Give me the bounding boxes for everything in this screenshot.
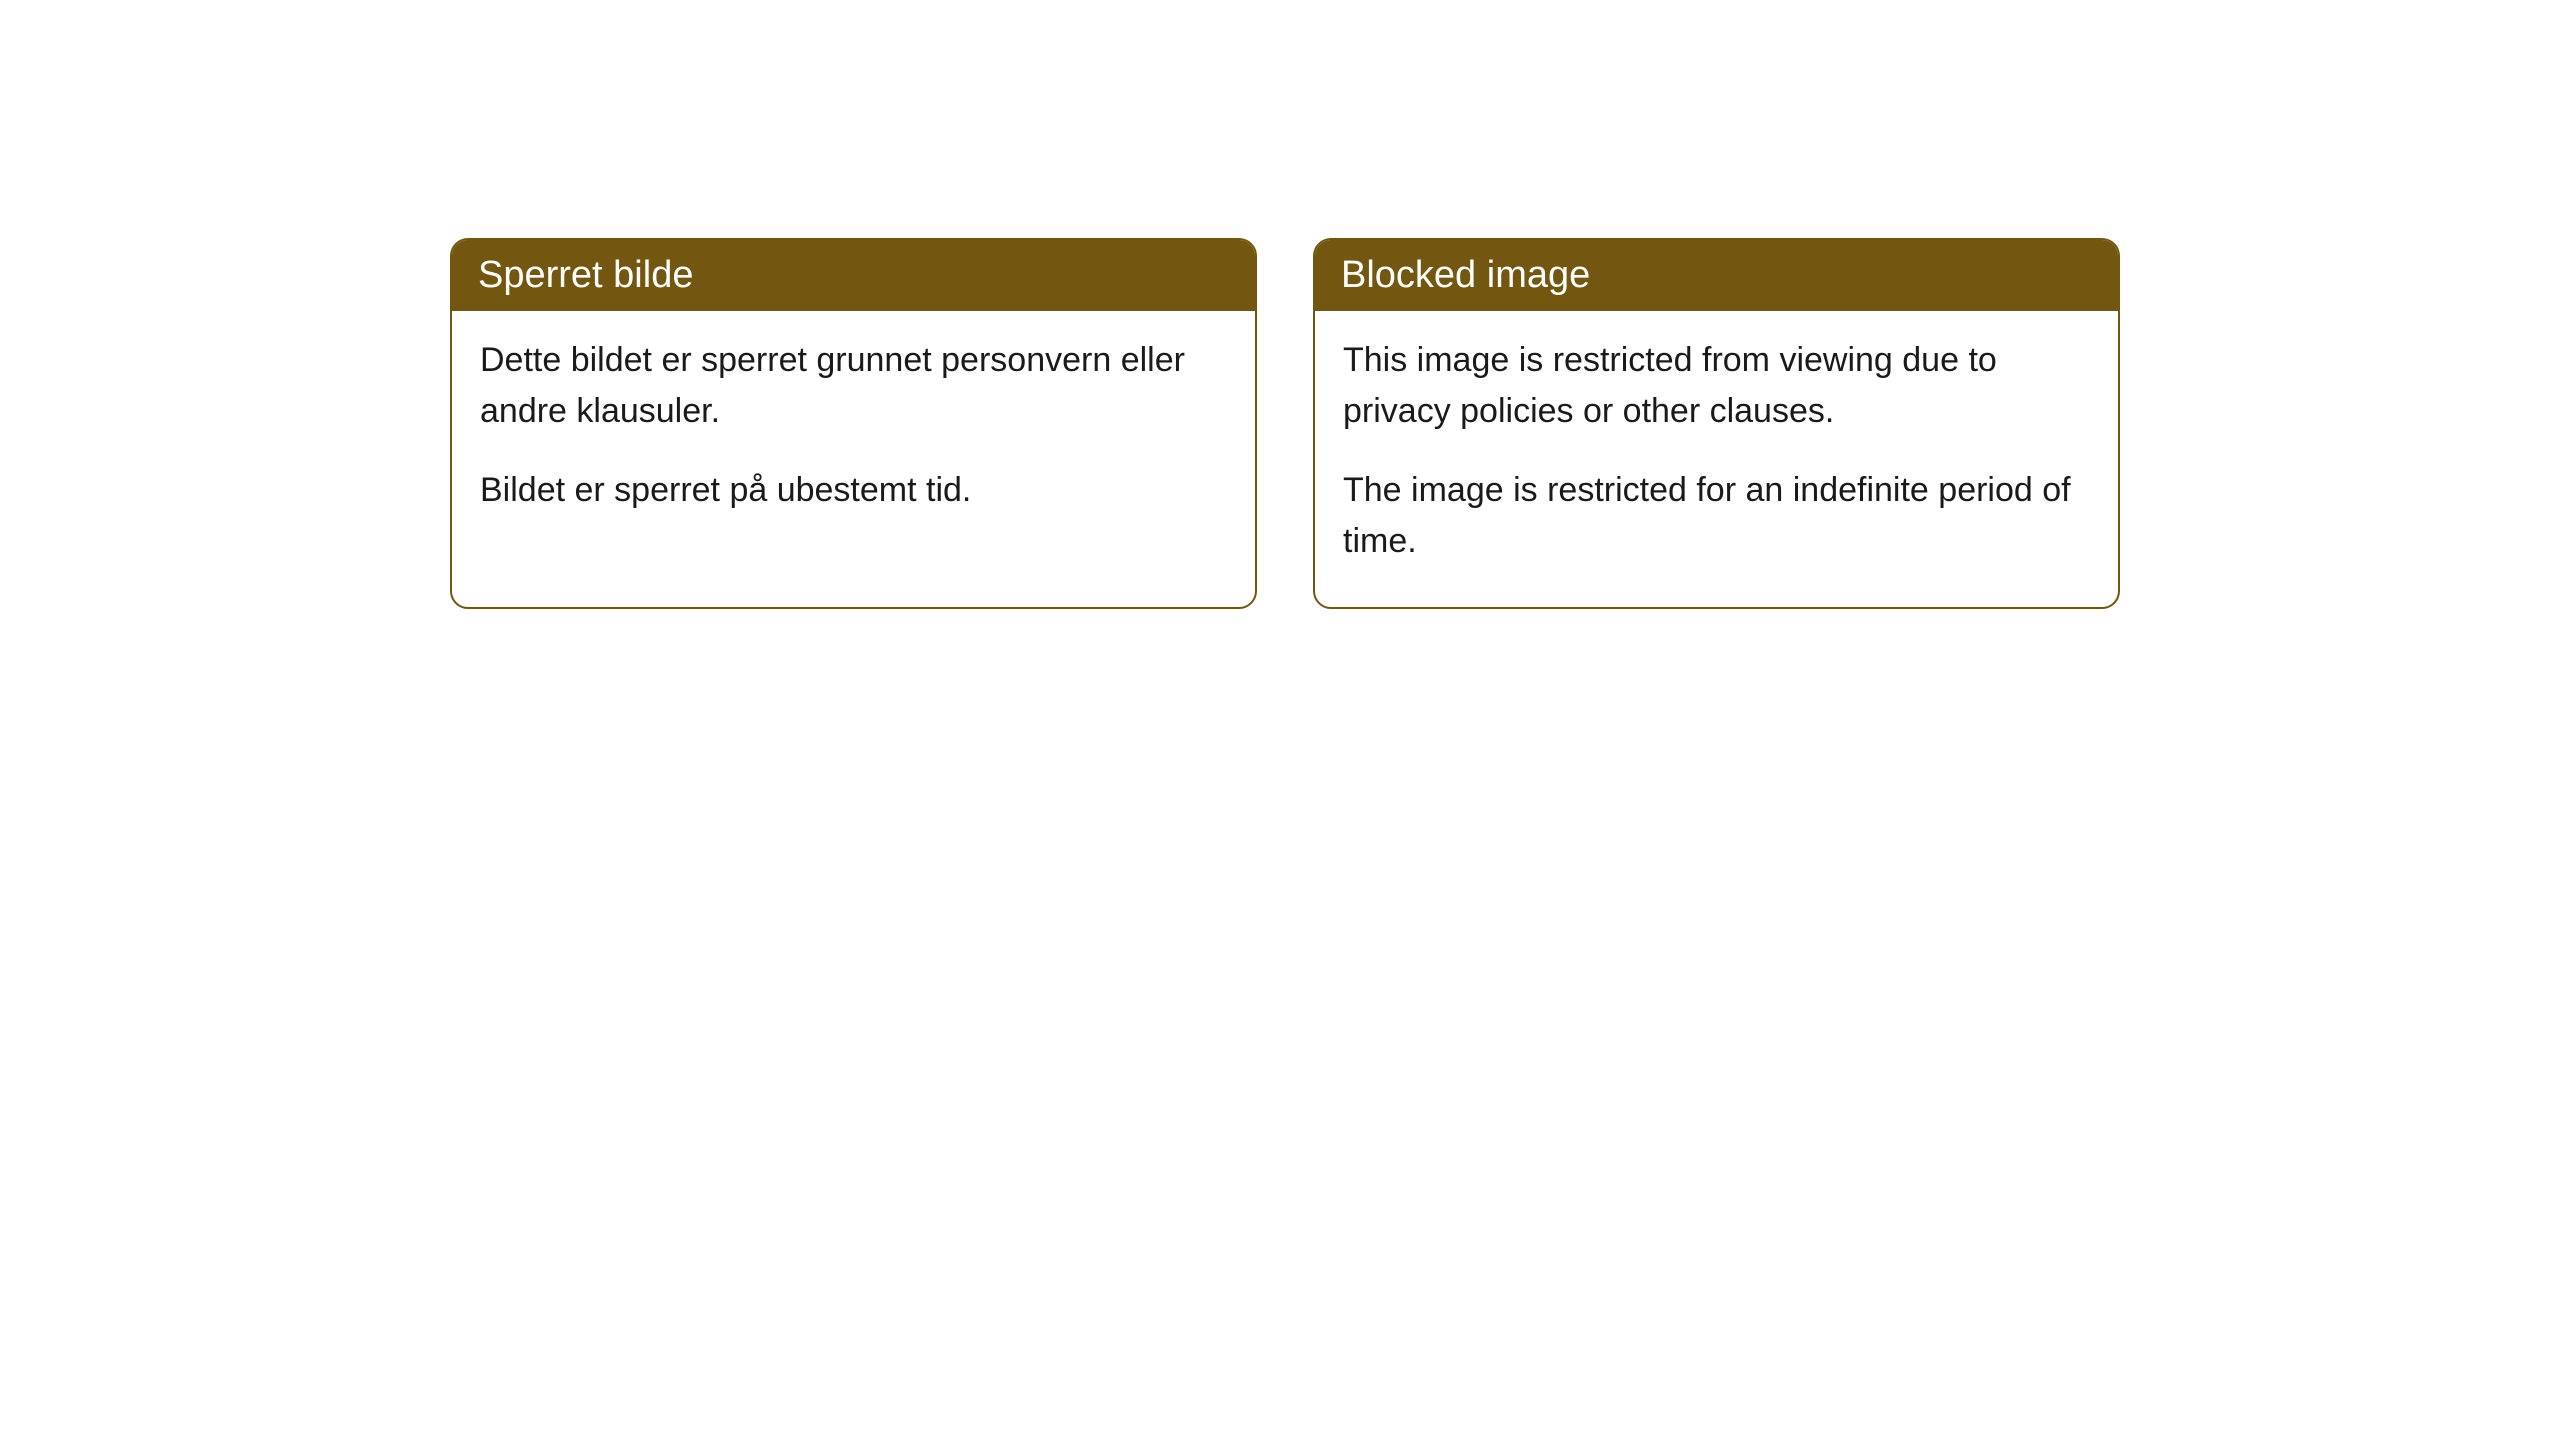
- cards-container: Sperret bilde Dette bildet er sperret gr…: [450, 238, 2120, 609]
- card-header-english: Blocked image: [1315, 240, 2118, 311]
- card-text-english-2: The image is restricted for an indefinit…: [1343, 465, 2090, 567]
- card-body-english: This image is restricted from viewing du…: [1315, 311, 2118, 607]
- card-text-norwegian-2: Bildet er sperret på ubestemt tid.: [480, 465, 1227, 516]
- card-norwegian: Sperret bilde Dette bildet er sperret gr…: [450, 238, 1257, 609]
- card-text-norwegian-1: Dette bildet er sperret grunnet personve…: [480, 335, 1227, 437]
- card-body-norwegian: Dette bildet er sperret grunnet personve…: [452, 311, 1255, 556]
- card-english: Blocked image This image is restricted f…: [1313, 238, 2120, 609]
- card-text-english-1: This image is restricted from viewing du…: [1343, 335, 2090, 437]
- card-header-norwegian: Sperret bilde: [452, 240, 1255, 311]
